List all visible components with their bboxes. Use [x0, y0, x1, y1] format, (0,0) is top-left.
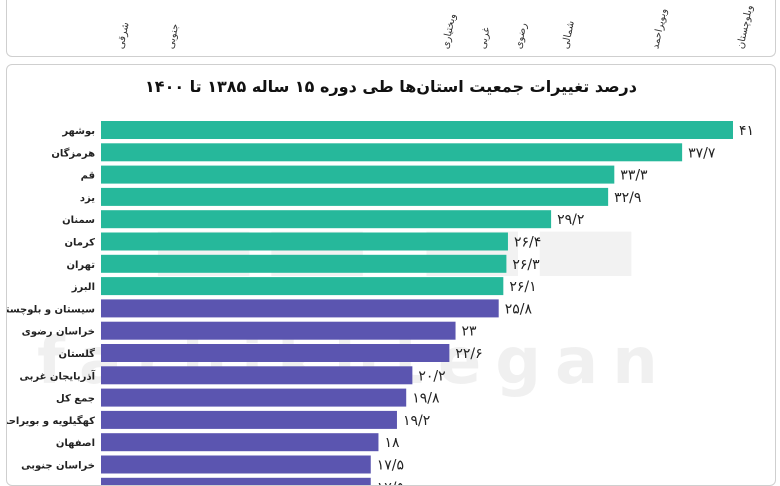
- value-label: ۱۷/۵: [377, 458, 404, 474]
- value-label: ۲۳: [462, 324, 478, 340]
- bar-10: [101, 344, 450, 362]
- previous-chart-label: وبختیاری: [440, 12, 459, 50]
- previous-chart-panel: شرقی جنوبی وبختیاری غربی رضوی شمالی وبویراحمد و…: [6, 0, 776, 57]
- value-label: ۲۹/۲: [557, 212, 584, 228]
- value-label: ۳۲/۹: [614, 190, 641, 206]
- bar-15: [101, 455, 371, 474]
- value-label: ۲۶/۱: [509, 279, 536, 295]
- bar-4: [101, 210, 552, 229]
- category-label: بوشهر: [61, 126, 95, 137]
- category-label: البرز: [71, 282, 95, 293]
- category-label: اصفهان: [56, 438, 95, 449]
- bar-1: [101, 143, 683, 162]
- previous-chart-label: جنوبی: [165, 22, 182, 50]
- category-label: کهگیلویه و بویراحمد: [7, 414, 95, 427]
- value-label: ۲۲/۶: [455, 346, 482, 362]
- bar-14: [101, 433, 379, 452]
- bar-13: [101, 410, 397, 429]
- category-label: آذربایجان غربی: [20, 369, 96, 382]
- category-label: سیستان و بلوچستان: [7, 304, 95, 315]
- value-label: ۳۷/۷: [688, 145, 716, 161]
- value-label: ۳۳/۳: [620, 168, 648, 184]
- category-label: گلستان: [59, 347, 96, 360]
- previous-chart-label: غربی: [477, 26, 493, 50]
- category-label: خراسان جنوبی: [21, 461, 95, 472]
- category-label: هرمزگان: [51, 146, 95, 159]
- chart-title: درصد تغییرات جمعیت استان‌ها طی دوره ۱۵ س…: [145, 77, 637, 96]
- value-label: ۱۷/۵: [377, 480, 404, 485]
- previous-chart-label: رضوی: [513, 21, 530, 50]
- category-label: خراسان رضوی: [22, 327, 95, 338]
- value-label: ۲۵/۸: [505, 301, 533, 317]
- bar-16: [101, 477, 371, 485]
- value-label: ۴۱: [739, 123, 754, 139]
- previous-chart-label: شرقی: [115, 21, 132, 50]
- bar-6: [101, 254, 507, 273]
- value-label: ۱۹/۲: [403, 413, 430, 429]
- value-label: ۱۹/۸: [412, 391, 440, 407]
- bar-0: [101, 121, 733, 139]
- bar-7: [101, 277, 504, 296]
- category-label: کرمان: [64, 238, 95, 249]
- bar-chart: بوشهر ۴۱ هرمزگان ۳۷/۷ قم ۳۳/۳ یزد ۳۲/۹ سمنان ۲۹/۲…: [7, 121, 754, 485]
- bar-5: [101, 232, 508, 251]
- value-label: ۲۶/۳: [512, 257, 540, 273]
- category-label: یزد: [80, 193, 95, 204]
- category-label: قم: [81, 171, 95, 182]
- category-label: سمنان: [62, 215, 95, 226]
- category-label: تهران: [66, 260, 95, 271]
- previous-chart-label: شمالی: [560, 19, 577, 50]
- previous-chart-label: وبلوچستان: [735, 4, 756, 50]
- value-label: ۱۸: [384, 435, 400, 451]
- chart-panel: ▬▬ ▬▬ farhikhtegan درصد تغییرات جمعیت اس…: [6, 64, 776, 486]
- bar-11: [101, 366, 413, 385]
- bar-12: [101, 388, 407, 407]
- previous-chart-label: وبویراحمد: [650, 7, 670, 51]
- value-label: ۲۰/۲: [418, 368, 445, 384]
- value-label: ۲۶/۴: [514, 235, 541, 251]
- bar-9: [101, 321, 456, 340]
- bar-3: [101, 187, 609, 206]
- bar-2: [101, 165, 615, 184]
- category-label: جمع کل: [56, 394, 95, 405]
- bar-8: [101, 299, 499, 318]
